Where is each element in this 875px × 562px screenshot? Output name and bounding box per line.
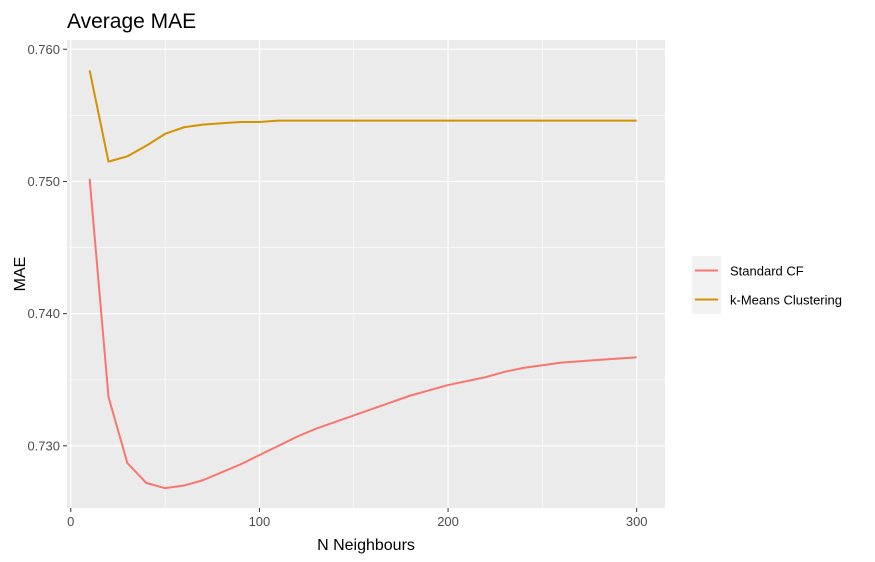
y-axis-title: MAE xyxy=(12,257,29,292)
x-axis-title: N Neighbours xyxy=(317,537,415,554)
legend-label: k-Means Clustering xyxy=(730,293,842,308)
major-gridlines xyxy=(67,40,665,508)
y-tick-label: 0.760 xyxy=(27,42,60,57)
y-tick-label: 0.740 xyxy=(27,306,60,321)
minor-gridlines xyxy=(67,40,665,508)
chart-title: Average MAE xyxy=(67,10,196,33)
x-tick-label: 300 xyxy=(626,514,648,529)
x-tick-label: 100 xyxy=(249,514,271,529)
series-line xyxy=(88,178,637,490)
x-axis: 0 100 200 300 xyxy=(67,508,648,529)
series-lines xyxy=(88,70,637,490)
y-tick-label: 0.730 xyxy=(27,438,60,453)
x-tick-label: 200 xyxy=(437,514,459,529)
y-axis: 0.730 0.740 0.750 0.760 xyxy=(27,42,67,453)
x-tick-label: 0 xyxy=(67,514,74,529)
legend: Standard CF k-Means Clustering xyxy=(692,256,842,314)
plot-panel xyxy=(67,40,665,508)
legend-label: Standard CF xyxy=(730,264,804,279)
y-tick-label: 0.750 xyxy=(27,174,60,189)
series-line xyxy=(88,70,637,163)
